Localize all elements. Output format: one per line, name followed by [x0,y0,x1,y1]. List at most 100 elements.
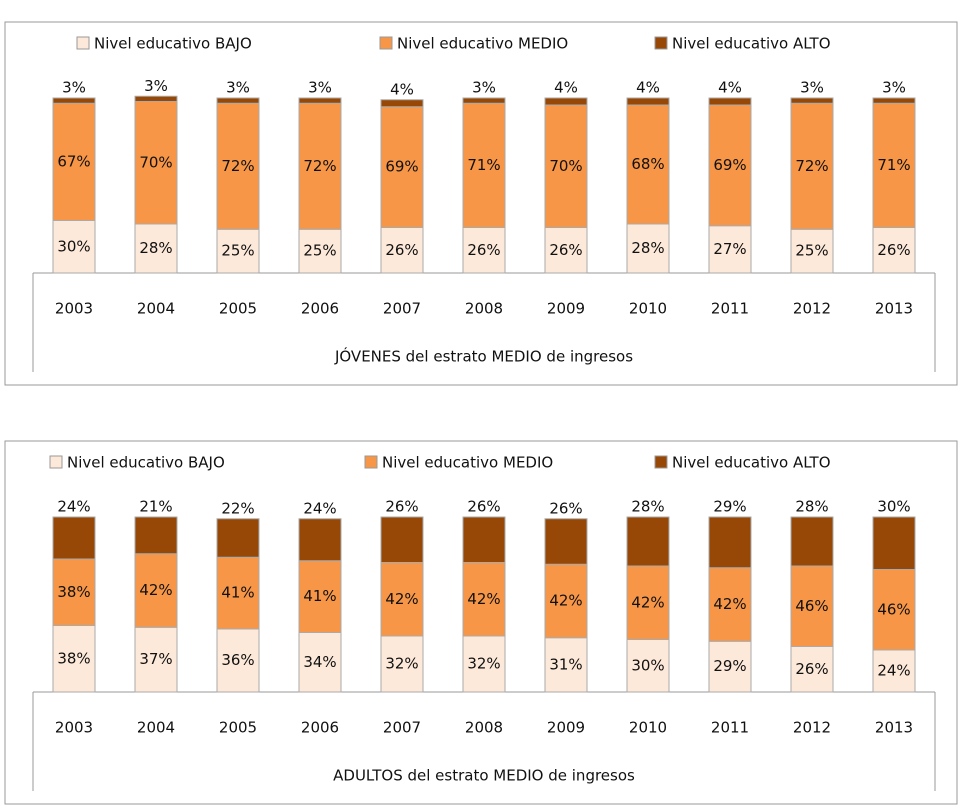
data-label: 22% [221,499,254,517]
x-tick-label: 2003 [55,300,93,318]
chart-frame [4,21,958,386]
bar-segment [298,102,342,230]
data-label: 30% [631,656,664,674]
x-tick-label: 2011 [711,300,749,318]
bar-segment [544,563,588,639]
legend-label: Nivel educativo MEDIO [397,35,568,53]
x-tick-label: 2004 [137,300,175,318]
bar-segment [52,516,96,560]
bar-segment [708,225,752,274]
data-label: 70% [139,153,172,171]
data-label: 3% [882,79,906,97]
data-label: 26% [467,241,500,259]
bar-segment [216,97,260,104]
bar-segment [462,562,506,637]
bar-segment [216,518,260,558]
bar-segment [872,649,916,693]
data-label: 25% [795,242,828,260]
bar-segment [380,106,424,228]
x-tick-label: 2010 [629,719,667,737]
data-label: 4% [636,79,660,97]
data-label: 3% [800,79,824,97]
data-label: 30% [877,498,910,516]
bar-segment [380,227,424,274]
bar-segment [626,565,670,640]
x-tick-label: 2004 [137,719,175,737]
bar-segment [52,220,96,274]
data-label: 25% [221,242,254,260]
data-label: 68% [631,155,664,173]
data-label: 42% [139,581,172,599]
data-label: 28% [631,498,664,516]
chart-frame [4,440,958,805]
data-label: 71% [467,156,500,174]
bar-segment [626,104,670,225]
data-label: 3% [144,77,168,95]
bar-segment [872,516,916,570]
bar-segment [134,101,178,225]
data-label: 26% [549,499,582,517]
x-tick-label: 2005 [219,719,257,737]
data-label: 38% [57,583,90,601]
x-tick-label: 2009 [547,719,585,737]
x-tick-label: 2013 [875,300,913,318]
chart: Nivel educativo BAJO Nivel educativo MEDI… [4,21,958,386]
data-label: 26% [795,660,828,678]
x-tick-label: 2008 [465,719,503,737]
data-label: 42% [713,595,746,613]
data-label: 72% [303,157,336,175]
legend-label: Nivel educativo ALTO [672,454,831,472]
data-label: 41% [221,584,254,602]
bar-segment [216,102,260,230]
data-label: 4% [390,80,414,98]
bar-segment [134,223,178,274]
data-label: 29% [713,498,746,516]
bar-segment [790,102,834,230]
bar-segment [872,97,916,104]
data-label: 27% [713,240,746,258]
bar-segment [298,97,342,104]
data-label: 46% [795,597,828,615]
bar-segment [298,560,342,633]
legend-label: Nivel educativo MEDIO [382,454,553,472]
data-label: 26% [877,241,910,259]
data-label: 26% [385,241,418,259]
bar-segment [462,227,506,274]
bar-segment [134,516,178,555]
data-label: 29% [713,657,746,675]
data-label: 70% [549,157,582,175]
data-label: 4% [554,79,578,97]
legend-swatch [654,36,668,50]
bar-segment [626,97,670,106]
bar-segment [298,228,342,274]
data-label: 28% [795,498,828,516]
data-label: 46% [877,600,910,618]
legend-swatch [364,455,378,469]
data-label: 69% [385,158,418,176]
bar-segment [216,228,260,274]
legend-swatch [49,455,63,469]
data-label: 25% [303,242,336,260]
data-label: 26% [467,498,500,516]
data-label: 42% [467,590,500,608]
bar-segment [52,97,96,104]
data-label: 28% [631,239,664,257]
x-axis-title: JÓVENES del estrato MEDIO de ingresos [334,347,633,366]
data-label: 21% [139,498,172,516]
x-tick-label: 2008 [465,300,503,318]
data-label: 38% [57,649,90,667]
data-label: 3% [62,79,86,97]
bar-segment [462,102,506,228]
bar-segment [134,95,178,102]
bar-segment [462,635,506,693]
legend-label: Nivel educativo ALTO [672,35,831,53]
x-tick-label: 2009 [547,300,585,318]
bar-segment [134,553,178,628]
chart: Nivel educativo BAJO Nivel educativo MEDI… [4,440,958,805]
data-label: 69% [713,156,746,174]
legend-swatch [379,36,393,50]
bar-segment [544,104,588,228]
data-label: 3% [472,79,496,97]
data-label: 28% [139,239,172,257]
data-label: 72% [795,157,828,175]
